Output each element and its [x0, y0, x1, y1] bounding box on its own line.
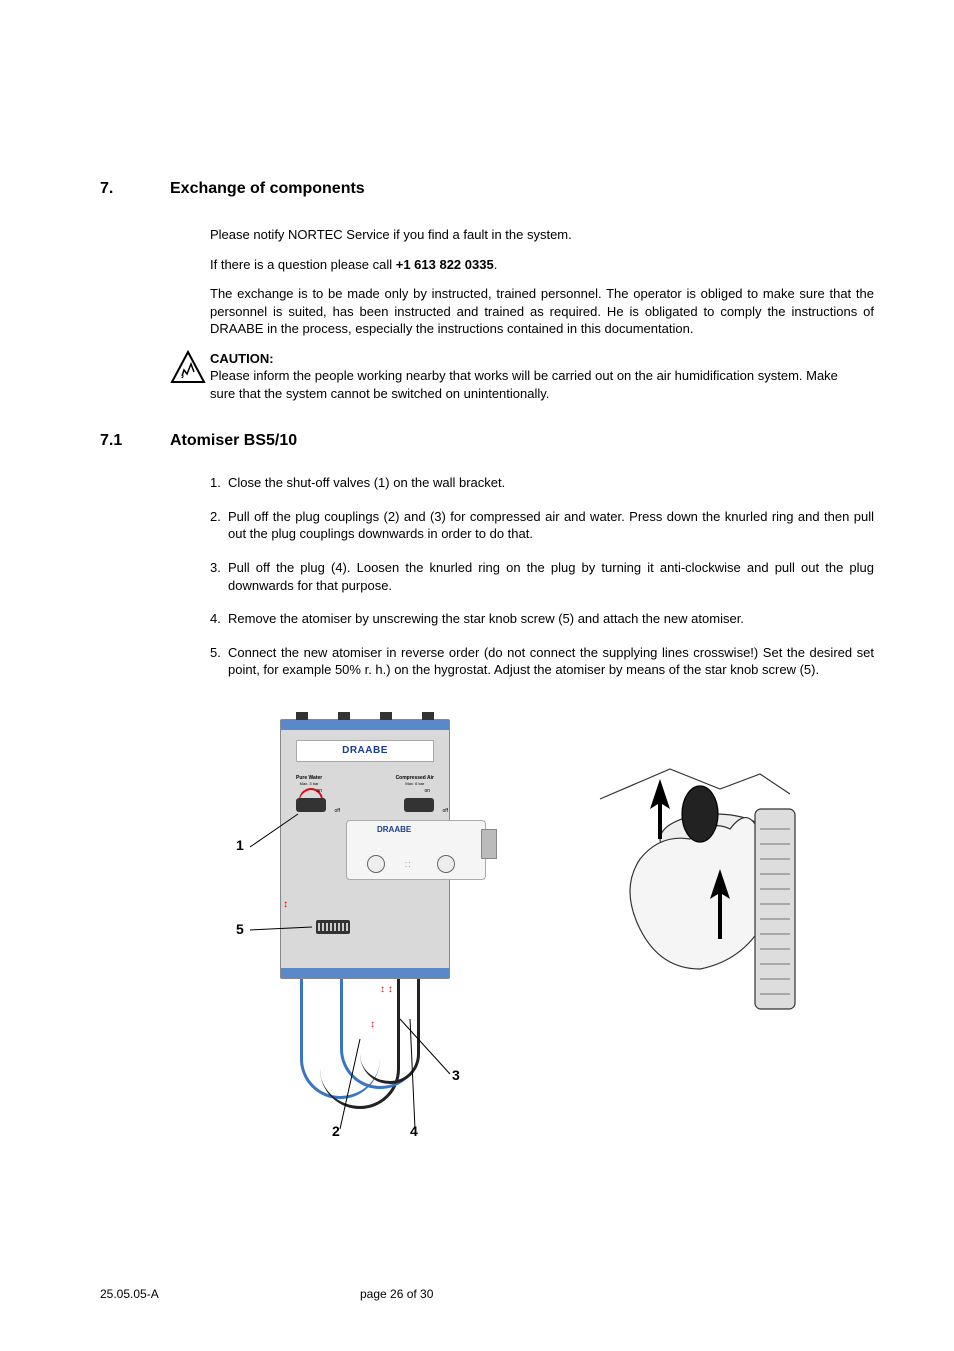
caution-block: CAUTION: Please inform the people workin… — [170, 350, 874, 403]
page: 7. Exchange of components Please notify … — [0, 0, 954, 1351]
wall-panel: DRAABE Pure WaterMax. 3 bar Compressed A… — [280, 719, 450, 979]
step-num: 4. — [210, 610, 228, 628]
caution-body: Please inform the people working nearby … — [210, 368, 838, 401]
footer-center: page 26 of 30 — [360, 1287, 433, 1301]
atomiser-brand: DRAABE — [377, 825, 411, 834]
label-air: Compressed AirMax. 6 bar — [396, 775, 434, 786]
step-5: 5.Connect the new atomiser in reverse or… — [210, 644, 874, 679]
figure-hand — [580, 749, 810, 1029]
nozzle — [481, 829, 497, 859]
intro-p2-c: . — [494, 257, 498, 272]
atomiser-body: DRAABE · ·· · — [346, 820, 486, 880]
section-header: 7. Exchange of components — [100, 180, 874, 198]
step-2: 2.Pull off the plug couplings (2) and (3… — [210, 508, 874, 543]
valves — [296, 798, 434, 812]
step-1: 1.Close the shut-off valves (1) on the w… — [210, 474, 874, 492]
callout-1: 1 — [236, 837, 244, 853]
step-text: Connect the new atomiser in reverse orde… — [228, 644, 874, 679]
section-title: Exchange of components — [170, 180, 365, 198]
intro-block: Please notify NORTEC Service if you find… — [210, 226, 874, 338]
step-text: Remove the atomiser by unscrewing the st… — [228, 610, 744, 628]
intro-p2-a: If there is a question please call — [210, 257, 396, 272]
intro-p2: If there is a question please call +1 61… — [210, 256, 874, 274]
valve-labels: Pure WaterMax. 3 bar Compressed AirMax. … — [296, 775, 434, 786]
dial-left — [367, 855, 385, 873]
figure-device: DRAABE Pure WaterMax. 3 bar Compressed A… — [220, 719, 500, 1139]
top-mounts — [281, 712, 449, 720]
dial-dots: · ·· · — [405, 861, 411, 869]
step-num: 5. — [210, 644, 228, 679]
star-knob — [316, 920, 350, 934]
step-text: Pull off the plug (4). Loosen the knurle… — [228, 559, 874, 594]
top-bar — [281, 720, 449, 730]
caution-heading: CAUTION: — [210, 351, 274, 366]
caution-text: CAUTION: Please inform the people workin… — [210, 350, 850, 403]
intro-p3: The exchange is to be made only by instr… — [210, 285, 874, 338]
steps-list: 1.Close the shut-off valves (1) on the w… — [210, 474, 874, 678]
callout-5: 5 — [236, 921, 244, 937]
red-arrow-icon: ↕ — [283, 899, 288, 910]
footer-left: 25.05.05-A — [100, 1287, 360, 1301]
step-text: Pull off the plug couplings (2) and (3) … — [228, 508, 874, 543]
bottom-bar — [281, 968, 449, 978]
dial-right — [437, 855, 455, 873]
valve-water — [296, 798, 326, 812]
subsection-number: 7.1 — [100, 432, 170, 450]
brand-plate: DRAABE — [296, 740, 434, 762]
intro-p1: Please notify NORTEC Service if you find… — [210, 226, 874, 244]
warning-icon — [170, 350, 210, 403]
callout-2: 2 — [332, 1123, 340, 1139]
figures-row: DRAABE Pure WaterMax. 3 bar Compressed A… — [220, 719, 874, 1139]
step-num: 3. — [210, 559, 228, 594]
hose-black — [360, 979, 420, 1084]
step-num: 1. — [210, 474, 228, 492]
phone-number: +1 613 822 0335 — [396, 257, 494, 272]
callout-3: 3 — [452, 1067, 460, 1083]
step-text: Close the shut-off valves (1) on the wal… — [228, 474, 505, 492]
step-num: 2. — [210, 508, 228, 543]
label-water: Pure WaterMax. 3 bar — [296, 775, 322, 786]
subsection-title: Atomiser BS5/10 — [170, 432, 297, 450]
page-footer: 25.05.05-A page 26 of 30 — [100, 1287, 874, 1301]
section-number: 7. — [100, 180, 170, 198]
valve-air — [404, 798, 434, 812]
callout-4: 4 — [410, 1123, 418, 1139]
step-3: 3.Pull off the plug (4). Loosen the knur… — [210, 559, 874, 594]
step-4: 4.Remove the atomiser by unscrewing the … — [210, 610, 874, 628]
subsection-header: 7.1 Atomiser BS5/10 — [100, 432, 874, 450]
